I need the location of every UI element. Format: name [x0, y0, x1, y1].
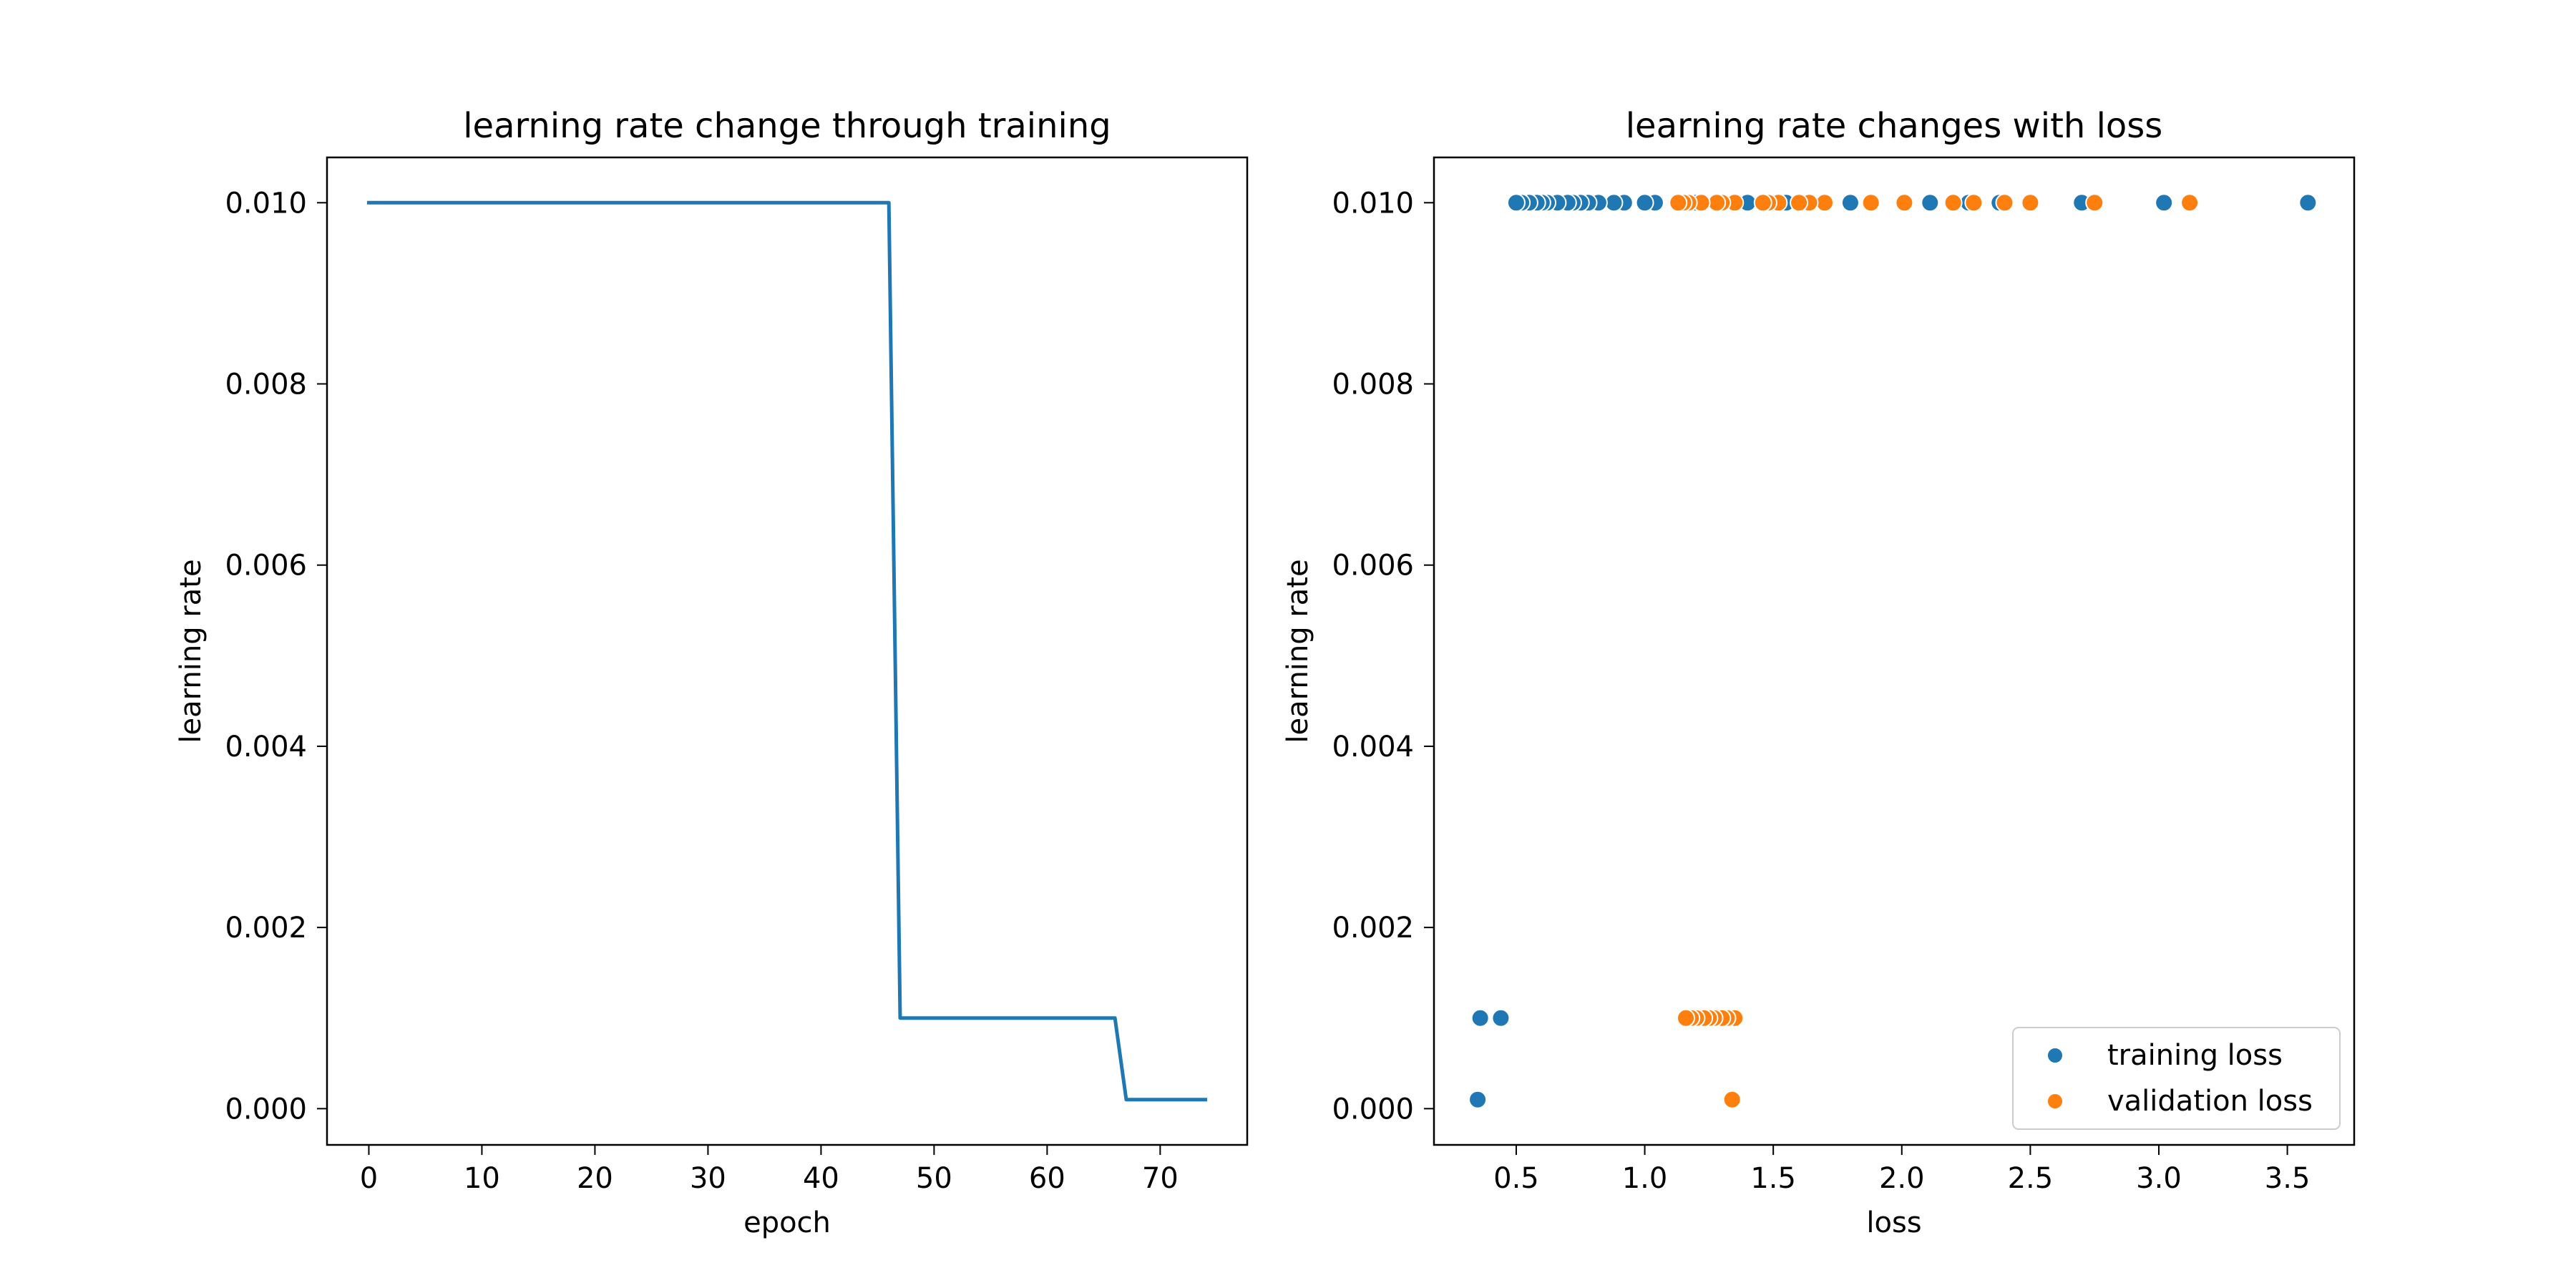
- training-loss-point: [1635, 193, 1654, 213]
- x-tick-label: 3.0: [2136, 1162, 2182, 1195]
- validation-loss-point: [1722, 1090, 1742, 1109]
- x-tick-label: 20: [577, 1162, 613, 1195]
- legend-label-validation-loss: validation loss: [2107, 1085, 2313, 1118]
- lr-epoch-xlabel: epoch: [743, 1206, 831, 1239]
- lr-epoch-panel: learning rate change through training ep…: [175, 106, 1249, 1239]
- validation-loss-point: [2180, 193, 2200, 213]
- validation-loss-point: [1753, 193, 1772, 213]
- x-tick-label: 40: [803, 1162, 839, 1195]
- training-loss-point: [1506, 193, 1526, 213]
- validation-loss-point: [1861, 193, 1880, 213]
- x-tick-label: 3.5: [2265, 1162, 2311, 1195]
- y-tick-label: 0.002: [1332, 912, 1414, 945]
- x-tick-label: 30: [690, 1162, 726, 1195]
- training-loss-point: [1491, 1008, 1511, 1028]
- lr-loss-marks: [1468, 193, 2318, 1109]
- training-loss-point: [2155, 193, 2174, 213]
- lr-loss-xlabel: loss: [1866, 1206, 1921, 1239]
- validation-loss-point: [1995, 193, 2014, 213]
- y-tick-label: 0.004: [1332, 731, 1414, 763]
- legend-marker-validation-loss: [2046, 1093, 2064, 1110]
- y-tick-label: 0.006: [225, 550, 307, 582]
- training-loss-point: [1840, 193, 1860, 213]
- y-tick-label: 0.000: [225, 1093, 307, 1126]
- training-loss-point: [1604, 193, 1624, 213]
- y-tick-label: 0.010: [225, 187, 307, 220]
- lr-epoch-ticks: 0 10 20 30 40 50 60 70 0.000 0.002 0.004 0.006 0.008…: [225, 187, 1178, 1195]
- lr-loss-axes-frame: [1433, 156, 2356, 1146]
- lr-epoch-ylabel: learning rate: [175, 559, 208, 743]
- training-loss-point: [2298, 193, 2318, 213]
- x-tick-label: 50: [916, 1162, 952, 1195]
- lr-loss-title: learning rate changes with loss: [1626, 106, 2163, 146]
- training-loss-point: [1468, 1090, 1488, 1109]
- y-tick-label: 0.000: [1332, 1093, 1414, 1126]
- lr-loss-ticks: 0.5 1.0 1.5 2.0 2.5 3.0 3.5 0.000 0.002 0.004 0.00…: [1332, 187, 2310, 1195]
- validation-loss-point: [1943, 193, 1963, 213]
- lr-epoch-title: learning rate change through training: [463, 106, 1111, 146]
- validation-loss-point: [1677, 1008, 1696, 1028]
- x-tick-label: 0.5: [1493, 1162, 1539, 1195]
- validation-loss-point: [1707, 193, 1727, 213]
- x-tick-label: 70: [1142, 1162, 1179, 1195]
- x-tick-label: 60: [1029, 1162, 1065, 1195]
- lr-loss-ylabel: learning rate: [1282, 559, 1314, 743]
- x-tick-label: 2.5: [2008, 1162, 2054, 1195]
- x-tick-label: 10: [464, 1162, 500, 1195]
- y-tick-label: 0.006: [1332, 550, 1414, 582]
- y-tick-label: 0.002: [225, 912, 307, 945]
- x-tick-label: 1.0: [1622, 1162, 1668, 1195]
- x-tick-label: 1.5: [1750, 1162, 1796, 1195]
- y-tick-label: 0.008: [1332, 369, 1414, 401]
- lr-loss-panel: learning rate changes with loss loss lea…: [1282, 106, 2356, 1239]
- lr-epoch-axes-frame: [326, 156, 1249, 1146]
- training-loss-point: [1470, 1008, 1490, 1028]
- legend-label-training-loss: training loss: [2107, 1039, 2283, 1072]
- validation-loss-point: [1895, 193, 1914, 213]
- validation-loss-point: [1669, 193, 1688, 213]
- validation-loss-point: [1790, 193, 1809, 213]
- x-tick-label: 0: [360, 1162, 378, 1195]
- y-tick-label: 0.004: [225, 731, 307, 763]
- y-tick-label: 0.008: [225, 369, 307, 401]
- validation-loss-point: [2085, 193, 2104, 213]
- validation-loss-point: [1964, 193, 1984, 213]
- legend-frame: [2012, 1027, 2341, 1130]
- training-loss-point: [1921, 193, 1940, 213]
- validation-loss-point: [1815, 193, 1835, 213]
- lr-series-line: [366, 200, 1208, 1102]
- validation-loss-point: [2021, 193, 2040, 213]
- lr-epoch-marks: [366, 200, 1208, 1102]
- legend: training loss validation loss: [2012, 1027, 2341, 1130]
- x-tick-label: 2.0: [1879, 1162, 1925, 1195]
- y-tick-label: 0.010: [1332, 187, 1414, 220]
- legend-marker-training-loss: [2046, 1047, 2064, 1064]
